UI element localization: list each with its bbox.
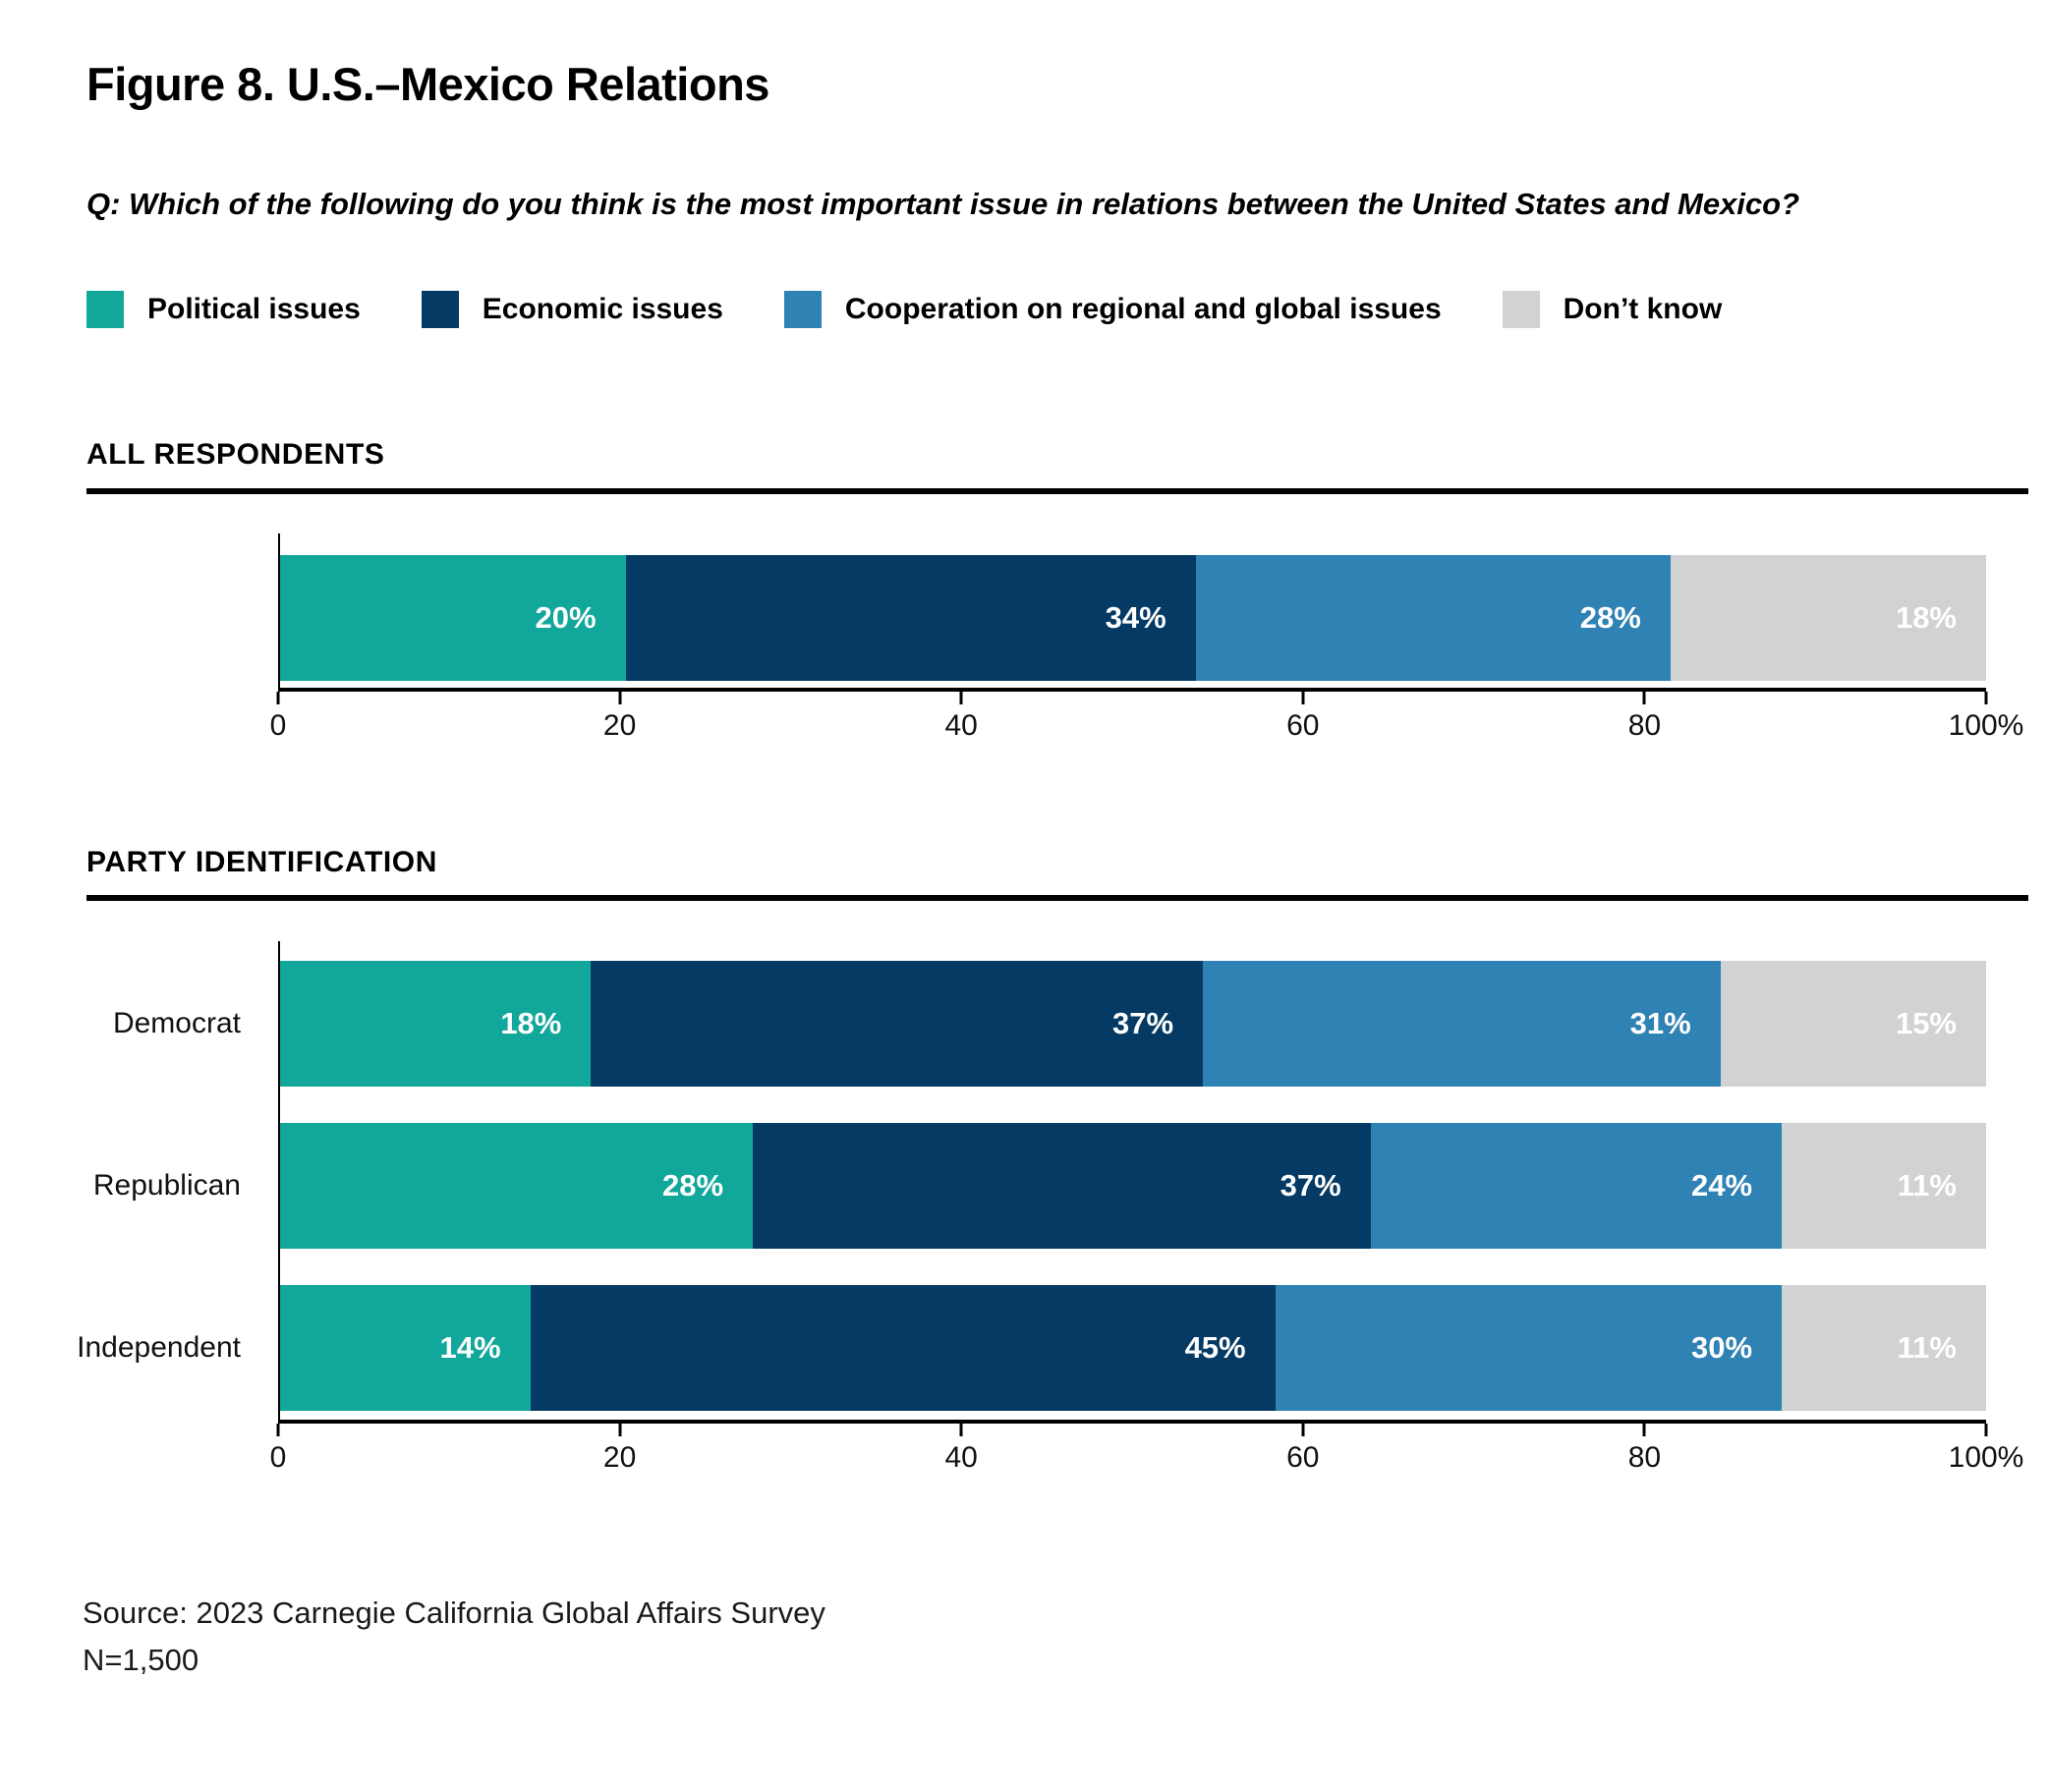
bar-segment-label: 24%	[1690, 1168, 1753, 1203]
axis-tick	[1984, 1424, 1988, 1436]
legend-color-swatch	[783, 291, 822, 328]
bar-segment-label: 11%	[1897, 1168, 1957, 1203]
legend-color-swatch	[1502, 291, 1540, 328]
bar-segment-label: 18%	[1895, 600, 1957, 635]
bar-segment-label: 11%	[1897, 1330, 1957, 1365]
chart-all-respondents: 20% 34% 28% 18% 0 20 40 60 80 100%	[86, 531, 2023, 742]
axis-tick	[276, 1424, 280, 1436]
axis-tick	[959, 1424, 963, 1436]
axis-tick	[276, 692, 280, 704]
bar-segment-label: 28%	[662, 1168, 724, 1203]
source-line: Source: 2023 Carnegie California Global …	[83, 1596, 825, 1630]
legend-color-swatch	[86, 291, 124, 328]
axis-tick	[1301, 1424, 1305, 1436]
legend-item: Cooperation on regional and global issue…	[783, 291, 1442, 328]
section-header-all-respondents: ALL RESPONDENTS	[86, 438, 385, 471]
category-label: Democrat	[112, 1007, 241, 1039]
axis-tick-label: 0	[269, 709, 287, 742]
axis-tick	[1301, 692, 1305, 704]
bar-segment-label: 14%	[439, 1330, 501, 1365]
x-axis: 0 20 40 60 80 100%	[270, 1420, 2023, 1474]
y-axis-line	[278, 941, 280, 1420]
axis-tick	[1642, 1424, 1646, 1436]
bar-segment-label: 37%	[1112, 1006, 1174, 1040]
category-label: Independent	[77, 1331, 241, 1364]
bar-track: 28% 37% 24% 11%	[278, 1123, 1986, 1249]
bar-segment: 31%	[1203, 961, 1721, 1087]
sample-size: N=1,500	[83, 1643, 199, 1678]
bar-segment: 28%	[1195, 555, 1671, 681]
bar-segment: 45%	[530, 1285, 1276, 1411]
legend: Political issues Economic issues Cooperati…	[86, 291, 1722, 328]
bar-segment: 18%	[1670, 555, 1986, 681]
bar-segment: 11%	[1782, 1285, 1986, 1411]
axis-tick-label: 80	[1627, 1441, 1662, 1474]
axis-tick-label: 40	[944, 709, 978, 742]
axis-tick	[618, 692, 622, 704]
legend-item-label: Economic issues	[482, 293, 723, 325]
axis-tick-label: 100%	[1948, 1441, 2024, 1474]
chart-party-identification: Democrat 18% 37% 31% 15% Republican 28% 37% 24% 1…	[77, 938, 2023, 1474]
axis-tick	[618, 1424, 622, 1436]
bar-segment-label: 34%	[1105, 600, 1166, 635]
bar-segment-label: 20%	[535, 600, 597, 635]
bar-track: 18% 37% 31% 15%	[278, 961, 1986, 1087]
section-rule	[86, 488, 2028, 494]
axis-tick-label: 20	[602, 709, 637, 742]
bar-segment-label: 31%	[1629, 1006, 1691, 1040]
axis-tick	[1984, 692, 1988, 704]
legend-item-label: Political issues	[147, 293, 361, 325]
bar-segment: 11%	[1782, 1123, 1986, 1249]
legend-item: Political issues	[86, 291, 361, 328]
axis-tick-label: 80	[1627, 709, 1662, 742]
bar-segment-label: 30%	[1690, 1330, 1753, 1365]
y-axis-line	[278, 533, 280, 688]
x-axis: 0 20 40 60 80 100%	[270, 688, 2023, 742]
category-label	[86, 555, 278, 681]
axis-tick-label: 100%	[1948, 709, 2024, 742]
bar-segment: 18%	[278, 961, 592, 1087]
bar-segment: 30%	[1275, 1285, 1783, 1411]
bar-row: 20% 34% 28% 18%	[86, 555, 1986, 681]
bar-segment-label: 37%	[1280, 1168, 1341, 1203]
axis-tick-label: 0	[269, 1441, 287, 1474]
bar-segment: 15%	[1720, 961, 1986, 1087]
legend-item: Don’t know	[1502, 291, 1723, 328]
bar-track: 20% 34% 28% 18%	[278, 555, 1986, 681]
bar-row: Independent 14% 45% 30% 11%	[77, 1285, 1986, 1411]
bar-segment: 20%	[278, 555, 626, 681]
axis-tick-label: 60	[1286, 1441, 1320, 1474]
bar-segment-label: 45%	[1184, 1330, 1246, 1365]
bar-segment: 14%	[278, 1285, 531, 1411]
legend-color-swatch	[421, 291, 459, 328]
section-header-party-identification: PARTY IDENTIFICATION	[86, 846, 437, 878]
legend-item-label: Don’t know	[1563, 293, 1723, 325]
section-rule	[86, 895, 2028, 901]
bar-segment-label: 15%	[1895, 1006, 1957, 1040]
bar-segment: 34%	[625, 555, 1196, 681]
bar-segment: 37%	[753, 1123, 1371, 1249]
legend-item: Economic issues	[421, 291, 723, 328]
bar-track: 14% 45% 30% 11%	[278, 1285, 1986, 1411]
bar-row: Republican 28% 37% 24% 11%	[86, 1123, 1986, 1249]
bar-row: Democrat 18% 37% 31% 15%	[86, 961, 1986, 1087]
category-label: Republican	[92, 1169, 241, 1202]
axis-tick	[959, 692, 963, 704]
bar-segment: 28%	[278, 1123, 754, 1249]
legend-item-label: Cooperation on regional and global issue…	[844, 293, 1442, 325]
axis-tick	[1642, 692, 1646, 704]
bar-segment: 37%	[591, 961, 1204, 1087]
bar-segment-label: 18%	[500, 1006, 562, 1040]
source-note: Source: 2023 Carnegie California Global …	[83, 1590, 825, 1684]
bar-segment: 24%	[1370, 1123, 1783, 1249]
axis-tick-label: 20	[602, 1441, 637, 1474]
bar-rows: 20% 34% 28% 18%	[86, 531, 1986, 688]
survey-question: Q: Which of the following do you think i…	[86, 187, 1800, 221]
axis-tick-label: 40	[944, 1441, 978, 1474]
bar-rows: Democrat 18% 37% 31% 15% Republican 28% 37% 24% 1…	[77, 938, 1986, 1420]
bar-segment-label: 28%	[1579, 600, 1641, 635]
figure-title: Figure 8. U.S.–Mexico Relations	[86, 58, 769, 110]
axis-tick-label: 60	[1286, 709, 1320, 742]
